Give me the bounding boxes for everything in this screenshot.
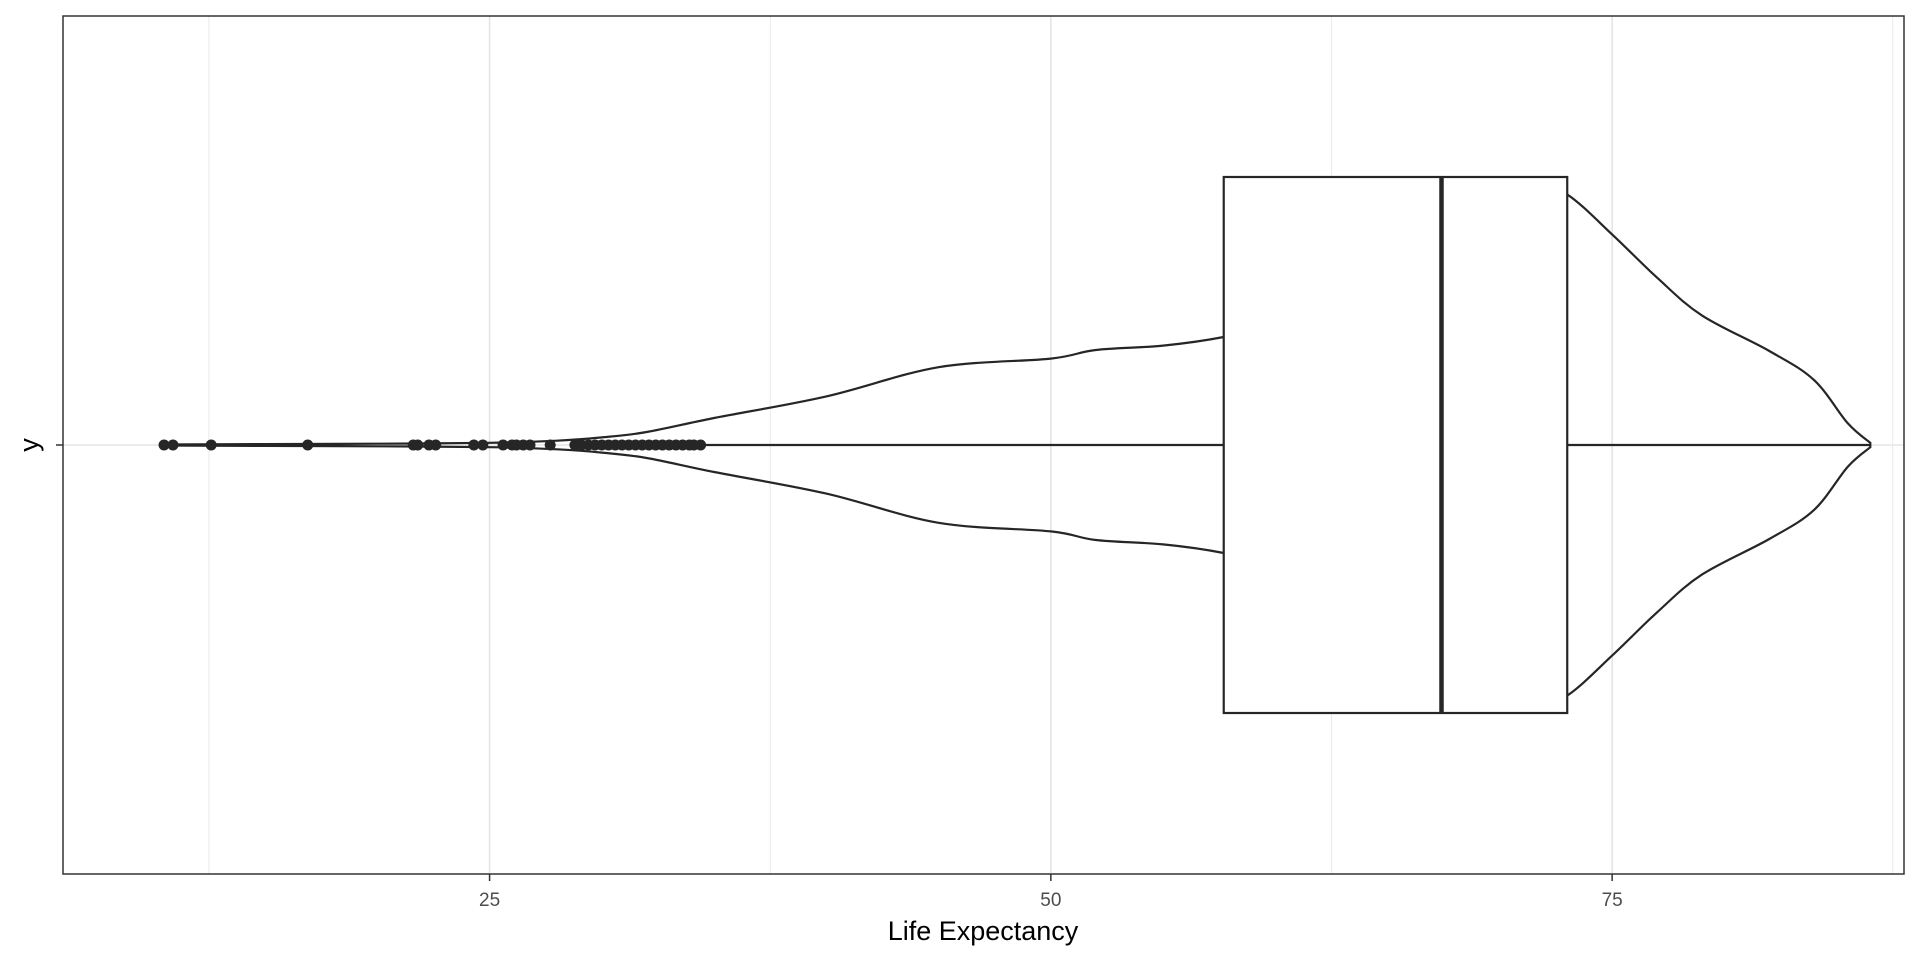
outlier-point: [477, 439, 489, 451]
outlier-point: [695, 439, 707, 451]
outlier-point: [167, 439, 179, 451]
outlier-points: [158, 439, 707, 451]
outlier-point: [524, 439, 536, 451]
x-axis-title: Life Expectancy: [888, 916, 1079, 946]
violin-layer: [160, 177, 1872, 713]
boxplot-layer: [705, 175, 1871, 715]
x-tick-label: 25: [479, 890, 500, 911]
y-axis-title: y: [14, 438, 44, 452]
outlier-point: [430, 439, 442, 451]
x-tick-label: 75: [1602, 890, 1623, 911]
violin-outline: [160, 177, 1872, 713]
outlier-point: [468, 439, 480, 451]
iqr-box: [1222, 175, 1569, 715]
outlier-point: [302, 439, 314, 451]
outlier-point: [158, 439, 170, 451]
x-tick-label: 50: [1040, 890, 1061, 911]
axis-ticks: 25 50 75: [56, 444, 1623, 911]
outlier-point: [544, 439, 556, 451]
outlier-point: [412, 439, 424, 451]
outlier-point: [205, 439, 217, 451]
outlier-point: [497, 439, 509, 451]
